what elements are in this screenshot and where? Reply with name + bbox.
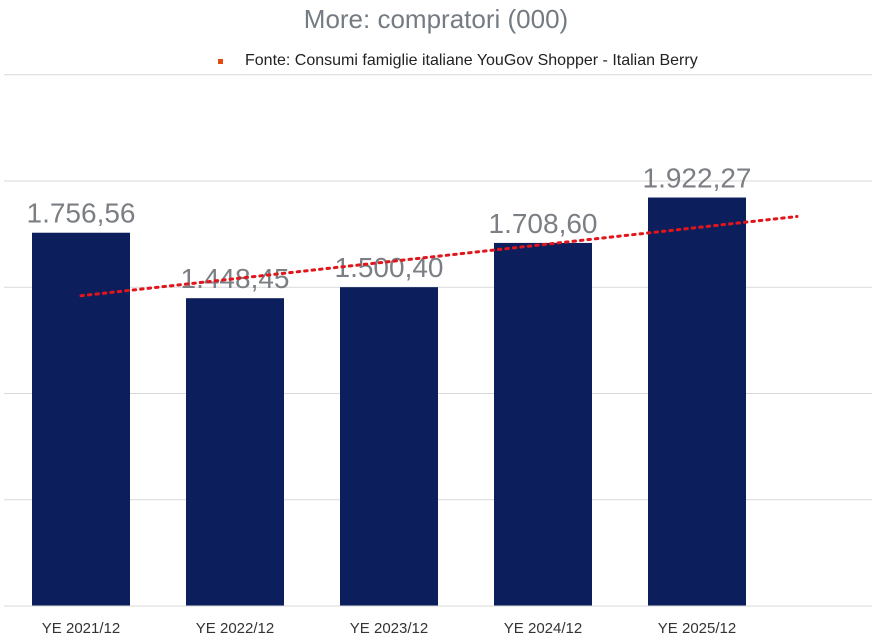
trendline (79, 214, 799, 298)
bar (32, 232, 130, 606)
data-label: 1.756,56 (27, 198, 136, 229)
x-tick-label: YE 2023/12 (350, 620, 428, 636)
x-tick-label: YE 2025/12 (658, 620, 736, 636)
data-label: 1.922,27 (643, 163, 752, 194)
data-label: 1.708,60 (489, 208, 598, 239)
bar (186, 298, 284, 606)
legend-marker (218, 58, 223, 64)
chart-title: More: compratori (000) (303, 4, 569, 34)
legend-label: Fonte: Consumi famiglie italiane YouGov … (245, 52, 698, 69)
bar (340, 287, 438, 606)
x-tick-label: YE 2022/12 (196, 620, 274, 636)
bar (494, 242, 592, 607)
chart-legend: Fonte: Consumi famiglie italiane YouGov … (218, 50, 698, 72)
x-tick-label: YE 2024/12 (504, 620, 582, 636)
bar (648, 197, 746, 606)
data-label: 1.448,45 (181, 263, 290, 294)
x-tick-label: YE 2021/12 (42, 620, 120, 636)
